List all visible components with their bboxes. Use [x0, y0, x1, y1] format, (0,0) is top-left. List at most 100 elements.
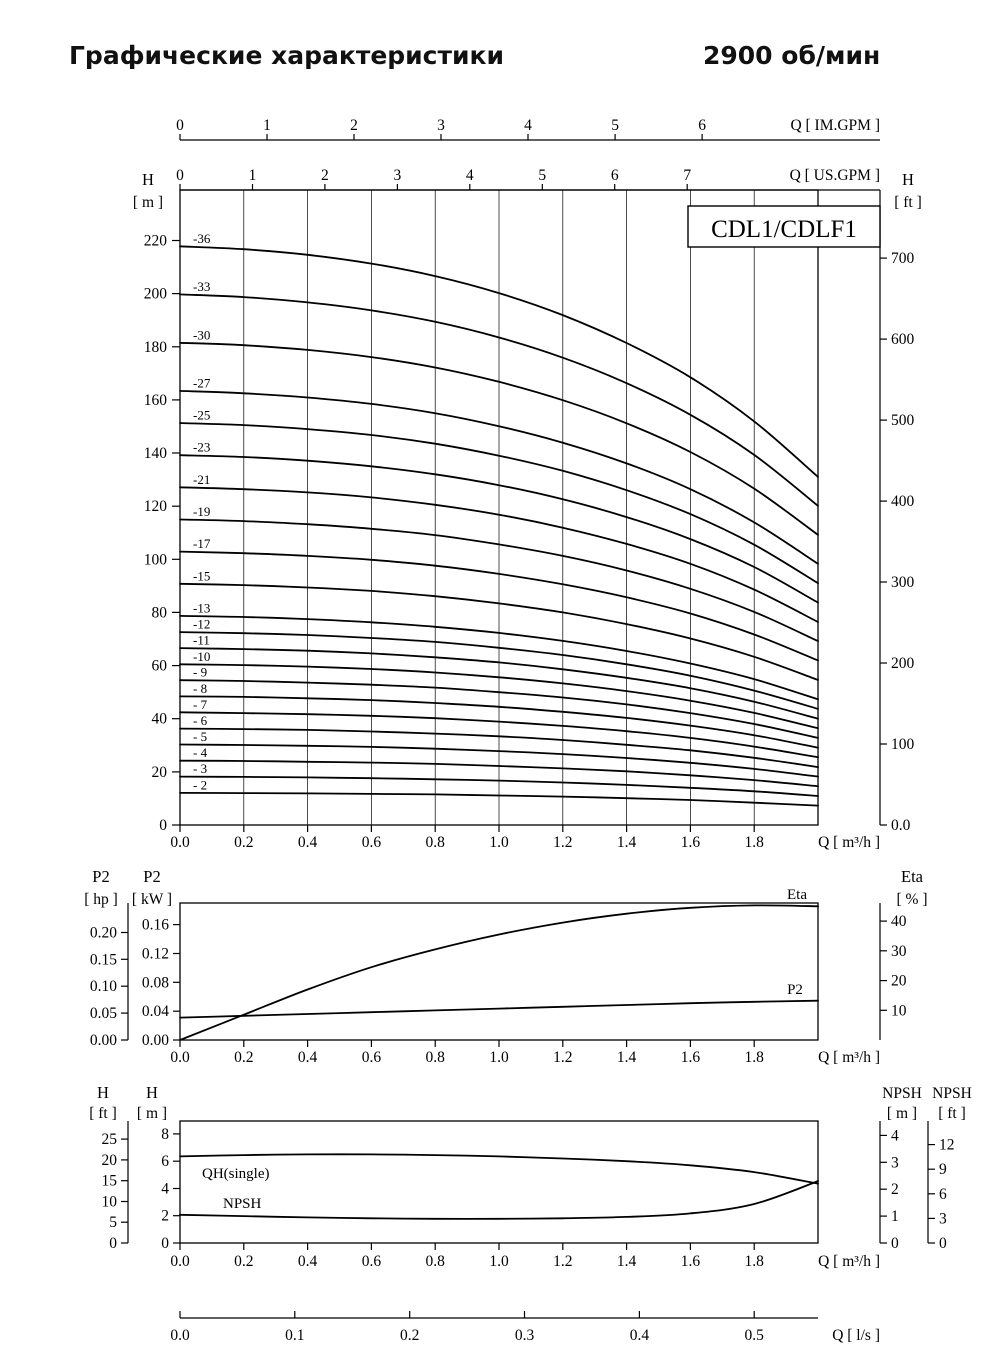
x-tick-label: 1.0 [489, 1049, 509, 1066]
stage-label-bg [191, 650, 217, 663]
h-ft-tick-label: 100 [891, 736, 915, 753]
npsh-m-tick-label: 2 [891, 1181, 899, 1198]
gpm-tick-label: 1 [263, 117, 271, 134]
h-m-tick-label: 6 [161, 1153, 169, 1170]
h-m-tick-label: 80 [152, 604, 168, 621]
x-tick-label: 0.4 [298, 834, 318, 851]
stage-curve-label: -19 [193, 504, 210, 519]
h-ft-axis-unit: [ ft ] [894, 194, 922, 211]
stage-label-bg [191, 746, 217, 760]
h-m-tick-label: 200 [144, 286, 168, 303]
power-plot-frame [179, 902, 819, 1041]
q-ls-tick-label: 0.1 [285, 1327, 304, 1344]
x-tick-label: 0.8 [426, 834, 446, 851]
x-tick-label: 1.2 [553, 1253, 572, 1270]
stage-curve [179, 245, 819, 478]
x-tick-label: 0.4 [298, 1049, 318, 1066]
stage-label-bg [191, 601, 217, 615]
qh-single-curve-label: QH(single) [202, 1166, 270, 1182]
eta-curve [179, 904, 819, 1041]
npsh-ft-axis-unit: [ ft ] [938, 1105, 966, 1122]
h-ft-axis-name: H [97, 1083, 109, 1102]
x-tick-label: 0.4 [298, 1253, 318, 1270]
npsh-ft-tick-label: 0 [939, 1235, 947, 1252]
x-tick-label: 0.2 [234, 1049, 253, 1066]
stage-curve [179, 550, 819, 662]
p2-hp-tick-label: 0.05 [90, 1005, 117, 1022]
q-ls-axis-label: Q [ l/s ] [832, 1327, 880, 1344]
npsh-m-tick-label: 1 [891, 1208, 899, 1225]
x-tick-label: 1.6 [681, 834, 701, 851]
stage-curve [179, 631, 819, 710]
h-ft-tick-label: 15 [102, 1173, 118, 1190]
x-tick-label: 1.4 [617, 1049, 637, 1066]
stage-curve-label: - 8 [193, 681, 207, 696]
gpm-tick-label: 5 [611, 117, 619, 134]
stage-curve [179, 486, 819, 623]
stage-curve-label: - 5 [193, 729, 207, 744]
eta-axis-unit: [ % ] [897, 891, 928, 908]
stage-curve-label: -27 [193, 375, 211, 390]
stage-label-bg [191, 778, 217, 792]
h-ft-tick-label: 200 [891, 655, 915, 672]
stage-label-bg [191, 762, 217, 776]
stage-label-bg [191, 232, 217, 245]
gpm-tick-label: 5 [538, 167, 546, 184]
gpm-tick-label: 4 [466, 167, 474, 184]
gpm-tick-label: 6 [698, 117, 706, 134]
x-axis-label: Q [ m³/h ] [818, 1253, 880, 1270]
stage-label-bg [191, 682, 217, 695]
stage-curve-label: -10 [193, 649, 210, 664]
stage-curve-label: -23 [193, 440, 210, 455]
x-tick-label: 1.0 [489, 1253, 509, 1270]
eta-tick-label: 20 [891, 973, 907, 990]
npsh-m-axis-name: NPSH [882, 1085, 922, 1102]
h-ft-tick-label: 700 [891, 250, 915, 267]
p2-kw-tick-label: 0.08 [142, 974, 169, 991]
stage-curve [179, 454, 819, 604]
stage-label-bg [191, 280, 217, 293]
stage-curve [179, 695, 819, 749]
p2-hp-axis-name: P2 [92, 867, 109, 886]
p2-kw-tick-label: 0.04 [142, 1003, 169, 1020]
h-ft-tick-label: 0 [109, 1235, 117, 1252]
p2-curve-label: P2 [787, 982, 803, 998]
npsh-curve-label: NPSH [223, 1196, 262, 1212]
eta-axis-name: Eta [901, 867, 924, 886]
gpm-tick-label: 7 [683, 167, 691, 184]
p2-kw-axis-name: P2 [143, 867, 160, 886]
h-m-tick-label: 8 [161, 1126, 169, 1143]
h-ft-tick-label: 300 [891, 574, 915, 591]
x-axis-label: Q [ m³/h ] [818, 834, 880, 851]
gpm-tick-label: 0 [176, 117, 184, 134]
q-ls-tick-label: 0.4 [630, 1327, 650, 1344]
gpm-tick-label: 3 [437, 117, 445, 134]
x-tick-label: 1.2 [553, 1049, 572, 1066]
stage-label-bg [191, 409, 217, 422]
stage-curve [179, 663, 819, 730]
npsh-curve [179, 1180, 819, 1220]
h-m-axis-name: H [146, 1083, 158, 1102]
stage-curve-label: - 7 [193, 697, 208, 712]
gpm-tick-label: 1 [249, 167, 257, 184]
x-tick-label: 0.6 [362, 1253, 382, 1270]
x-tick-label: 0.0 [170, 1049, 190, 1066]
stage-curve-label: - 2 [193, 777, 207, 792]
p2-kw-axis-unit: [ kW ] [132, 891, 172, 908]
p2-curve [179, 999, 819, 1019]
stage-curve [179, 293, 819, 507]
x-tick-label: 0.2 [234, 834, 253, 851]
eta-tick-label: 10 [891, 1002, 907, 1019]
npsh-m-tick-label: 4 [891, 1127, 899, 1144]
stage-curve-label: -15 [193, 568, 210, 583]
stage-curve-label: -17 [193, 536, 211, 551]
eta-tick-label: 30 [891, 943, 907, 960]
stage-curve-label: -12 [193, 617, 210, 632]
npsh-m-axis-unit: [ m ] [887, 1105, 917, 1122]
stage-curve [179, 582, 819, 681]
model-label: CDL1/CDLF1 [711, 216, 857, 243]
stage-label-bg [191, 666, 217, 679]
x-tick-label: 1.4 [617, 1253, 637, 1270]
x-tick-label: 1.8 [745, 1253, 765, 1270]
p2-hp-tick-label: 0.20 [90, 925, 117, 942]
